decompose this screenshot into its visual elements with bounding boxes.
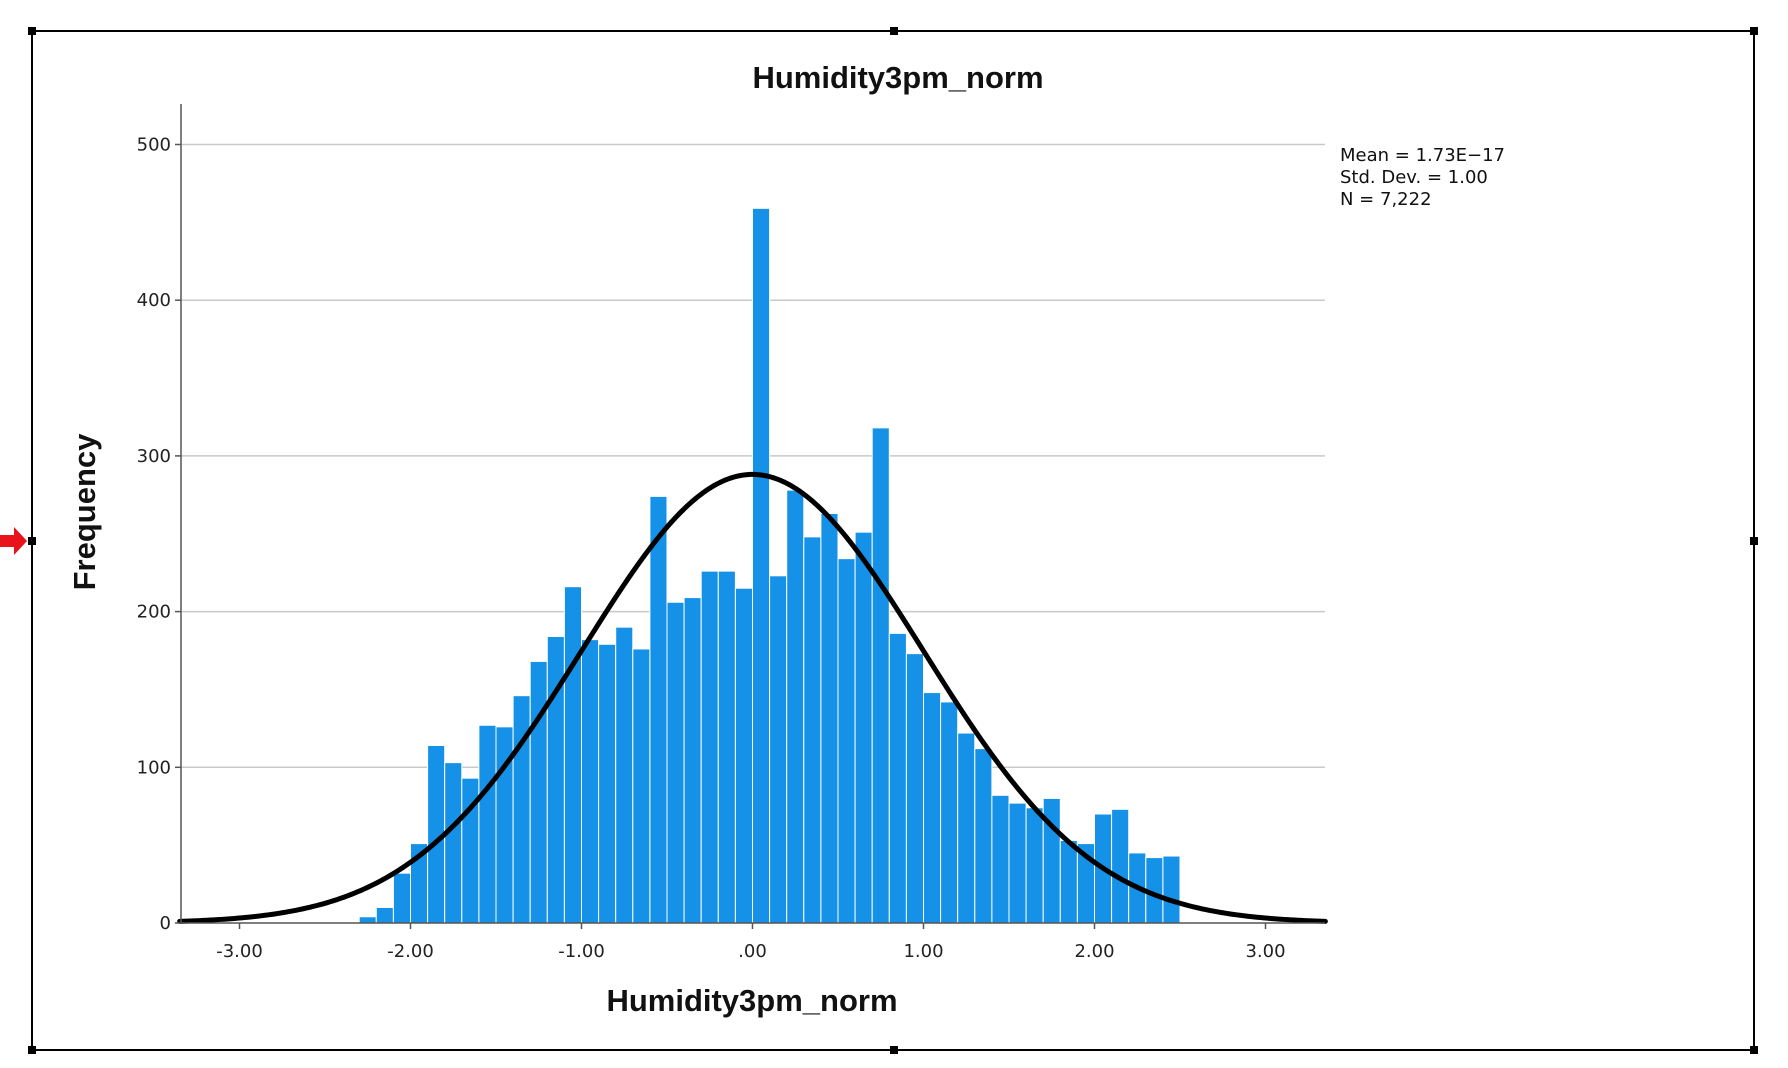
- chart-title: Humidity3pm_norm: [752, 60, 1043, 95]
- x-axis-title: Humidity3pm_norm: [606, 983, 897, 1018]
- y-tick-labels: 0 100 200 300 400 500: [137, 135, 171, 935]
- resize-handle-right[interactable]: [1750, 537, 1758, 545]
- y-tick-label: 400: [137, 290, 171, 311]
- histogram-bar: [1162, 855, 1181, 924]
- histogram-bar: [375, 906, 394, 924]
- x-tick-label: 1.00: [903, 941, 943, 962]
- histogram-bar: [769, 575, 788, 924]
- histogram-bar: [1008, 802, 1027, 924]
- histogram-bar: [444, 762, 463, 924]
- histogram-bar: [923, 692, 942, 924]
- resize-handle-bottom-left[interactable]: [28, 1046, 36, 1054]
- resize-handle-bottom[interactable]: [890, 1046, 898, 1054]
- resize-handle-top-right[interactable]: [1750, 27, 1758, 35]
- histogram-bar: [615, 626, 634, 924]
- histogram-bar: [734, 587, 754, 924]
- resize-handle-top-left[interactable]: [28, 27, 36, 35]
- histogram-bar: [649, 495, 668, 924]
- y-tick-label: 300: [137, 446, 171, 467]
- stats-mean: Mean = 1.73E−17: [1340, 145, 1505, 166]
- resize-handle-bottom-right[interactable]: [1750, 1046, 1758, 1054]
- red-arrow-icon: [0, 527, 27, 555]
- resize-handle-top[interactable]: [890, 27, 898, 35]
- histogram-bar: [358, 916, 377, 924]
- histogram-bar: [666, 601, 685, 924]
- stats-std-dev: Std. Dev. = 1.00: [1340, 167, 1488, 188]
- x-tick-label: -3.00: [216, 941, 263, 962]
- histogram-bar: [940, 701, 959, 924]
- histogram-bar: [991, 794, 1010, 924]
- resize-handles[interactable]: [28, 27, 1758, 1054]
- normal-curve: [177, 471, 1328, 924]
- x-tick-label: -1.00: [558, 941, 605, 962]
- axes: [175, 104, 1325, 929]
- stats-legend: Mean = 1.73E−17 Std. Dev. = 1.00 N = 7,2…: [1340, 145, 1505, 210]
- x-tick-label: -2.00: [387, 941, 434, 962]
- histogram-bar: [957, 732, 976, 924]
- histogram-bar: [1025, 807, 1044, 924]
- histogram-bar: [820, 513, 839, 924]
- resize-handle-left[interactable]: [28, 537, 36, 545]
- y-tick-label: 500: [137, 135, 171, 156]
- histogram-bar: [598, 643, 617, 924]
- histogram-bar: [529, 660, 548, 924]
- histogram-bar: [871, 427, 890, 924]
- normal-curve-layer: [177, 471, 1328, 924]
- y-axis-title: Frequency: [67, 433, 102, 591]
- x-tick-label: .00: [738, 941, 767, 962]
- histogram-bar: [803, 536, 822, 924]
- histogram-bar: [1059, 839, 1078, 924]
- bars: [358, 207, 1181, 924]
- x-tick-labels: -3.00 -2.00 -1.00 .00 1.00 2.00 3.00: [216, 941, 1285, 962]
- histogram-bar: [752, 207, 771, 924]
- y-tick-label: 200: [137, 602, 171, 623]
- y-tick-label: 0: [160, 913, 171, 934]
- histogram-bar: [837, 558, 856, 924]
- histogram-bar: [683, 597, 702, 924]
- histogram-bar: [888, 632, 907, 924]
- histogram-bar: [905, 653, 925, 924]
- histogram-bar: [700, 570, 719, 924]
- stats-n: N = 7,222: [1340, 189, 1432, 210]
- histogram-bar: [392, 872, 411, 924]
- histogram-bar: [581, 639, 600, 924]
- histogram-bar: [717, 570, 736, 924]
- histogram-bar: [1111, 808, 1130, 924]
- histogram-bar: [478, 724, 497, 924]
- x-tick-label: 3.00: [1245, 941, 1285, 962]
- histogram-bar: [563, 586, 583, 924]
- histogram-bar: [974, 748, 993, 924]
- histogram-bar: [854, 531, 873, 924]
- y-tick-label: 100: [137, 757, 171, 778]
- histogram-bar: [786, 489, 805, 924]
- histogram-bar: [632, 648, 651, 924]
- x-tick-label: 2.00: [1074, 941, 1114, 962]
